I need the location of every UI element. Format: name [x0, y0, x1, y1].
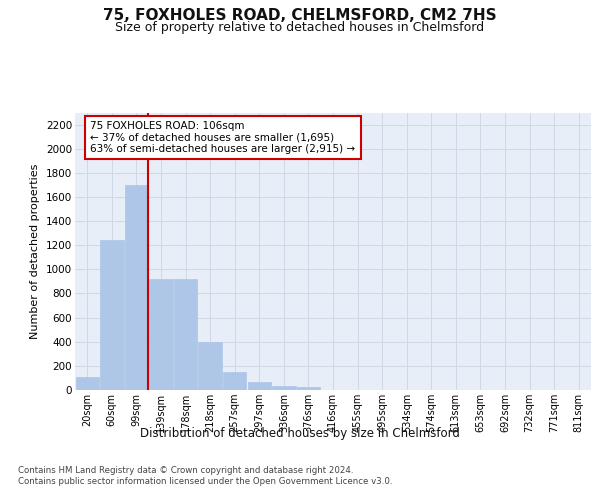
Bar: [199, 342, 222, 390]
Text: Contains HM Land Registry data © Crown copyright and database right 2024.: Contains HM Land Registry data © Crown c…: [18, 466, 353, 475]
Text: 75, FOXHOLES ROAD, CHELMSFORD, CM2 7HS: 75, FOXHOLES ROAD, CHELMSFORD, CM2 7HS: [103, 8, 497, 24]
Bar: [100, 240, 124, 390]
Text: Distribution of detached houses by size in Chelmsford: Distribution of detached houses by size …: [140, 428, 460, 440]
Bar: [248, 382, 271, 390]
Bar: [272, 386, 296, 390]
Text: Size of property relative to detached houses in Chelmsford: Size of property relative to detached ho…: [115, 21, 485, 34]
Y-axis label: Number of detached properties: Number of detached properties: [31, 164, 40, 339]
Bar: [149, 279, 173, 390]
Bar: [174, 279, 197, 390]
Bar: [125, 185, 148, 390]
Text: Contains public sector information licensed under the Open Government Licence v3: Contains public sector information licen…: [18, 478, 392, 486]
Bar: [223, 372, 247, 390]
Bar: [76, 378, 99, 390]
Bar: [297, 387, 320, 390]
Text: 75 FOXHOLES ROAD: 106sqm
← 37% of detached houses are smaller (1,695)
63% of sem: 75 FOXHOLES ROAD: 106sqm ← 37% of detach…: [91, 121, 356, 154]
